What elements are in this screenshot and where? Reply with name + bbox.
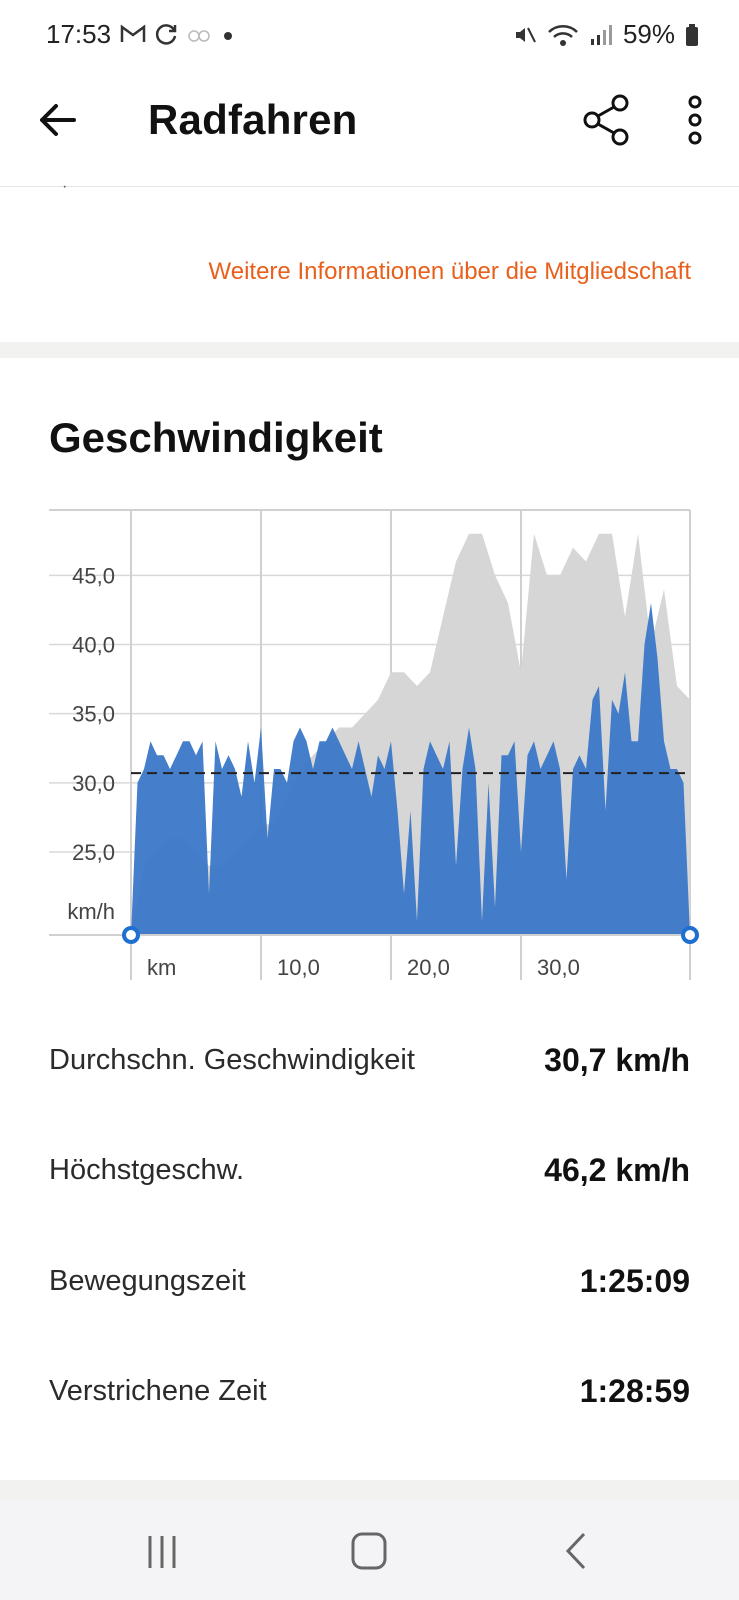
- status-time: 17:53: [46, 19, 112, 49]
- gmail-icon: [120, 24, 146, 42]
- stat-row-max-speed: Höchstgeschw. 46,2 km/h: [49, 1142, 690, 1202]
- stat-value: 1:25:09: [579, 1263, 690, 1299]
- back-arrow-icon[interactable]: [34, 96, 82, 144]
- recent-apps-icon[interactable]: [132, 1530, 192, 1574]
- notification-icons: [120, 22, 236, 46]
- battery-icon: [686, 23, 698, 46]
- home-icon[interactable]: [339, 1530, 399, 1574]
- stat-value: 1:28:59: [579, 1373, 690, 1409]
- range-handle-start: [122, 926, 140, 944]
- x-tick-label: 20,0: [407, 955, 450, 980]
- y-tick-label: 30,0: [72, 771, 115, 796]
- stat-row-moving-time: Bewegungszeit 1:25:09: [49, 1253, 690, 1313]
- membership-info-link[interactable]: Weitere Informationen über die Mitglieds…: [208, 258, 691, 285]
- speed-chart: 25,0 30,0 35,0 40,0 45,0 km/h km 10,0 20,0 30,0: [49, 509, 699, 980]
- share-icon[interactable]: [582, 94, 632, 146]
- x-tick-label: 30,0: [537, 955, 580, 980]
- mute-icon: [515, 27, 536, 42]
- wifi-icon: [548, 24, 578, 46]
- stat-label: Verstrichene Zeit: [49, 1375, 267, 1407]
- app-bar: Radfahren: [0, 72, 739, 187]
- status-bar: 17:53 59%: [0, 0, 739, 72]
- stat-row-elapsed-time: Verstrichene Zeit 1:28:59: [49, 1363, 690, 1423]
- battery-percent: 59%: [622, 19, 675, 49]
- system-status: 59%: [513, 19, 699, 50]
- system-nav-bar: [0, 1500, 739, 1600]
- section-divider: [0, 342, 739, 358]
- stat-row-avg-speed: Durchschn. Geschwindigkeit 30,7 km/h: [49, 1032, 690, 1092]
- stat-value: 30,7 km/h: [544, 1042, 690, 1078]
- series-area-speed: [131, 603, 690, 935]
- y-axis-label: km/h: [67, 899, 115, 924]
- x-axis-label: km: [147, 955, 176, 980]
- x-tick-label: 10,0: [277, 955, 320, 980]
- y-tick-label: 35,0: [72, 702, 115, 727]
- y-tick-label: 25,0: [72, 840, 115, 865]
- back-nav-icon[interactable]: [546, 1530, 606, 1574]
- stat-label: Bewegungszeit: [49, 1265, 246, 1297]
- stat-label: Durchschn. Geschwindigkeit: [49, 1044, 415, 1076]
- dot-icon: [224, 32, 232, 40]
- clipped-text: ·: [62, 178, 68, 195]
- more-options-icon[interactable]: [680, 94, 710, 146]
- y-tick-label: 45,0: [72, 563, 115, 588]
- sync-icon: [155, 24, 177, 45]
- signal-icon: [590, 24, 612, 45]
- app-icon: [188, 30, 210, 42]
- stat-label: Höchstgeschw.: [49, 1154, 245, 1186]
- y-tick-label: 40,0: [72, 633, 115, 658]
- page-title: Radfahren: [148, 96, 358, 143]
- stat-value: 46,2 km/h: [544, 1152, 690, 1188]
- range-handle-end: [681, 926, 699, 944]
- section-divider: [0, 1480, 739, 1500]
- section-title: Geschwindigkeit: [49, 414, 383, 461]
